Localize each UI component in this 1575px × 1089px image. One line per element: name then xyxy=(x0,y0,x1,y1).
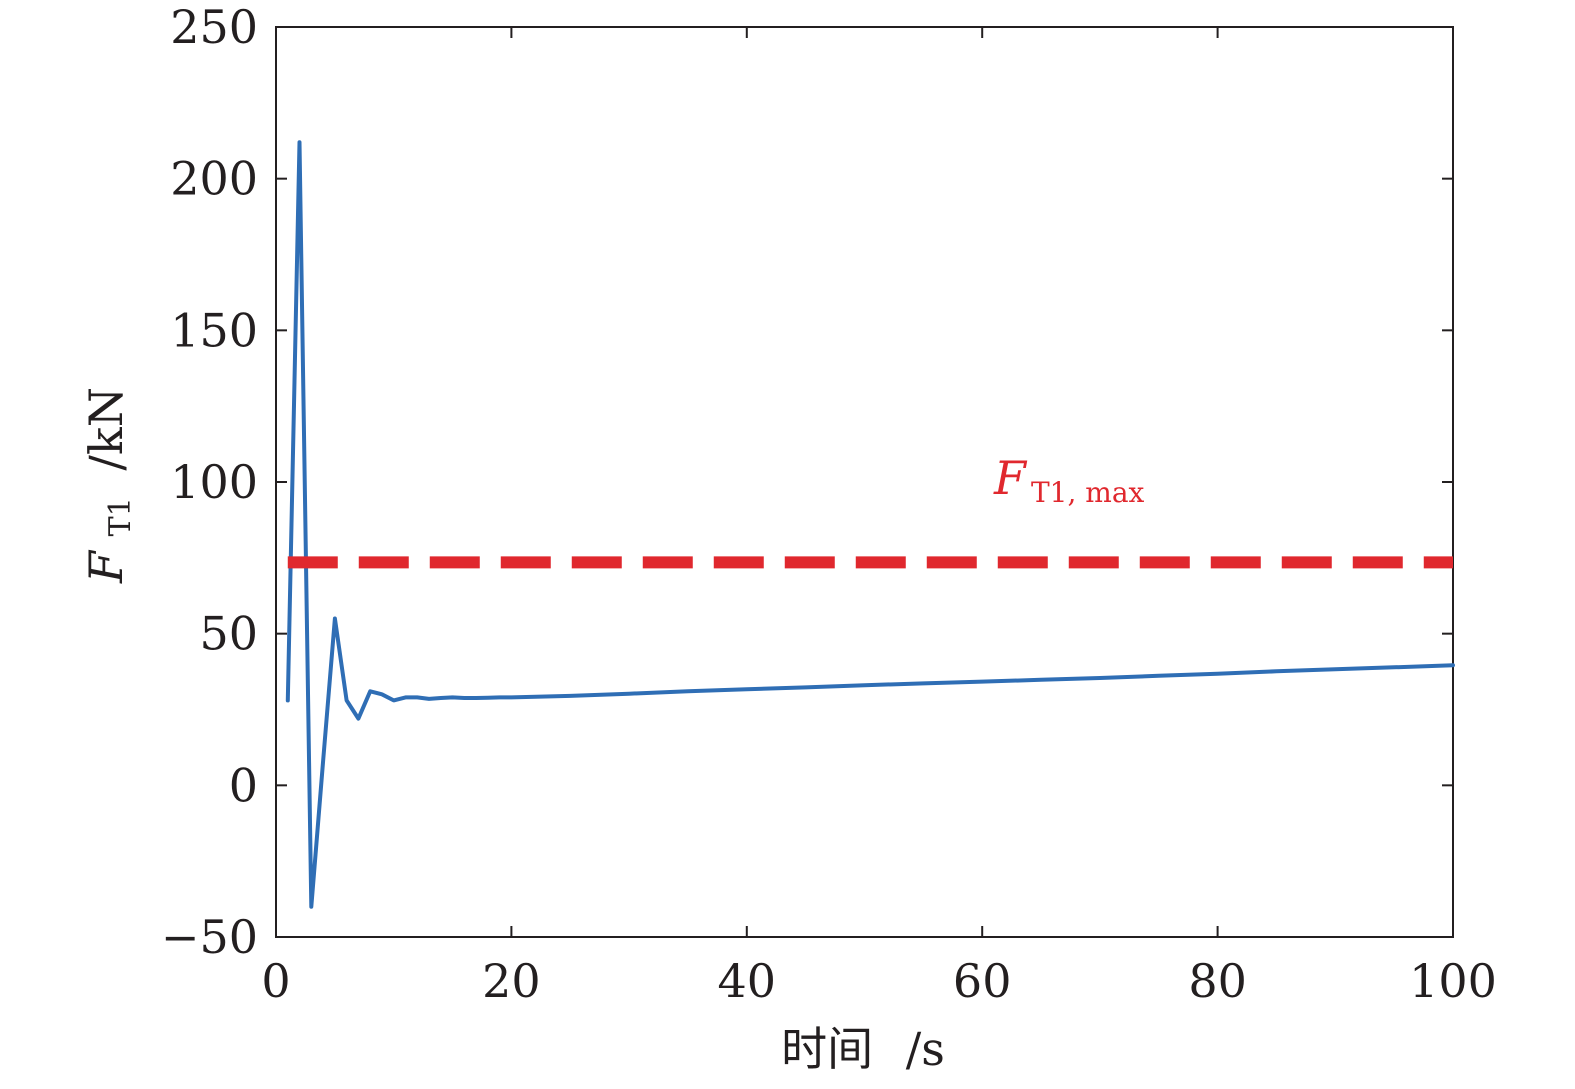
y-tick-label: 250 xyxy=(170,0,258,54)
limit-line-label: F T1, max xyxy=(993,451,1145,509)
x-tick-label: 20 xyxy=(482,954,541,1008)
y-axis-label: F T1 /kN xyxy=(79,387,141,584)
y-tick-label: 50 xyxy=(199,607,258,661)
limit-line-label-symbol: F xyxy=(993,451,1028,505)
y-tick-label: −50 xyxy=(161,910,258,964)
x-tick-label: 40 xyxy=(718,954,777,1008)
x-axis-label: 时间 /s xyxy=(781,1022,945,1076)
plot-frame xyxy=(275,26,1454,938)
limit-line-label-subscript: T1, max xyxy=(1031,476,1145,509)
y-tick-label: 200 xyxy=(170,152,258,206)
x-tick-label: 100 xyxy=(1409,954,1497,1008)
y-tick-label: 0 xyxy=(229,758,258,812)
x-axis-label-main: 时间 xyxy=(781,1022,873,1076)
x-tick-label: 80 xyxy=(1188,954,1247,1008)
x-tick-label: 60 xyxy=(953,954,1012,1008)
y-axis-label-unit: /kN xyxy=(79,387,133,471)
y-tick-label: 150 xyxy=(170,303,258,357)
x-tick-label: 0 xyxy=(261,954,290,1008)
series-line xyxy=(285,140,1455,909)
x-axis-label-unit: /s xyxy=(906,1022,945,1076)
y-axis-label-subscript: T1 xyxy=(103,497,138,536)
series-layer xyxy=(285,140,1455,909)
y-axis-label-symbol: F xyxy=(79,549,133,584)
y-tick-label: 100 xyxy=(170,455,258,509)
axes xyxy=(275,26,1454,938)
